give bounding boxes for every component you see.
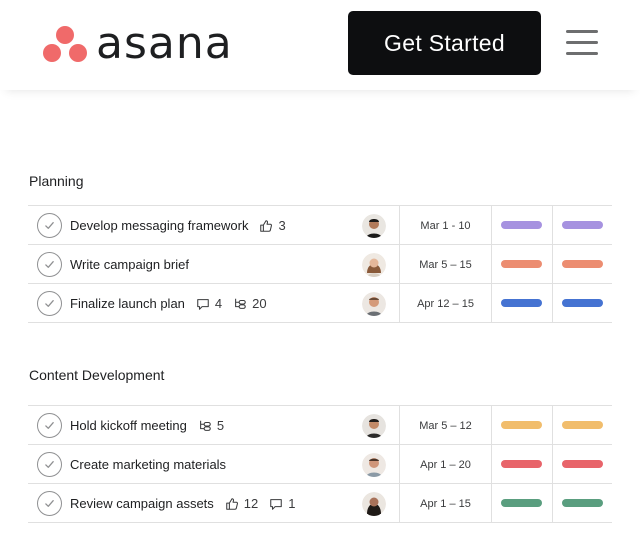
subtasks-count[interactable]: 20: [233, 296, 267, 311]
comment-icon: [197, 298, 209, 310]
check-circle-icon[interactable]: [37, 413, 62, 438]
task-row[interactable]: Finalize launch plan 4 20 Apr 12 – 15: [28, 284, 612, 323]
comments-count[interactable]: 4: [196, 296, 222, 311]
avatar[interactable]: [362, 253, 386, 277]
asana-logo[interactable]: asana: [42, 22, 233, 66]
section-title-planning: Planning: [29, 173, 84, 189]
task-name[interactable]: Write campaign brief: [70, 257, 189, 272]
task-row[interactable]: Write campaign brief Mar 5 – 15: [28, 245, 612, 284]
subtasks-count[interactable]: 5: [198, 418, 224, 433]
task-name[interactable]: Review campaign assets: [70, 496, 214, 511]
status-bar: [562, 499, 603, 507]
hamburger-menu-icon[interactable]: [566, 28, 598, 56]
subtask-icon: [199, 420, 211, 431]
logo-wordmark: asana: [96, 18, 233, 69]
asana-logo-icon: [42, 24, 88, 64]
status-bar: [562, 260, 603, 268]
status-bar: [562, 299, 603, 307]
avatar[interactable]: [362, 414, 386, 438]
comments-count[interactable]: 1: [269, 496, 296, 511]
task-name[interactable]: Develop messaging framework: [70, 218, 249, 233]
comment-icon: [270, 498, 283, 510]
site-header: asana Get Started: [0, 0, 640, 90]
task-table-planning: Develop messaging framework 3 Mar 1 - 10…: [28, 205, 612, 323]
task-name[interactable]: Create marketing materials: [70, 457, 227, 472]
check-circle-icon[interactable]: [37, 252, 62, 277]
date-range: Mar 5 – 12: [419, 419, 472, 432]
avatar[interactable]: [362, 292, 386, 316]
status-bar: [501, 499, 542, 507]
task-name[interactable]: Hold kickoff meeting: [70, 418, 187, 433]
task-row[interactable]: Review campaign assets 12 1 Apr 1 – 15: [28, 484, 612, 523]
task-row[interactable]: Develop messaging framework 3 Mar 1 - 10: [28, 206, 612, 245]
status-bar: [501, 221, 542, 229]
status-bar: [501, 460, 542, 468]
status-bar: [501, 260, 542, 268]
section-title-content-development: Content Development: [29, 367, 165, 383]
thumbs-up-icon: [226, 497, 238, 510]
date-range: Apr 1 – 15: [420, 497, 471, 510]
avatar[interactable]: [362, 453, 386, 477]
date-range: Mar 5 – 15: [419, 258, 472, 271]
get-started-button[interactable]: Get Started: [348, 11, 541, 75]
status-bar: [562, 460, 603, 468]
task-table-content-development: Hold kickoff meeting 5 Mar 5 – 12 Create…: [28, 405, 612, 523]
check-circle-icon[interactable]: [37, 291, 62, 316]
check-circle-icon[interactable]: [37, 213, 62, 238]
avatar[interactable]: [362, 214, 386, 238]
date-range: Mar 1 - 10: [420, 219, 471, 232]
date-range: Apr 1 – 20: [420, 458, 471, 471]
status-bar: [501, 421, 542, 429]
date-range: Apr 12 – 15: [417, 297, 474, 310]
avatar[interactable]: [362, 492, 386, 516]
task-row[interactable]: Create marketing materials Apr 1 – 20: [28, 445, 612, 484]
check-circle-icon[interactable]: [37, 491, 62, 516]
likes-count[interactable]: 3: [259, 218, 286, 233]
likes-count[interactable]: 12: [225, 496, 258, 511]
status-bar: [562, 221, 603, 229]
status-bar: [562, 421, 603, 429]
task-row[interactable]: Hold kickoff meeting 5 Mar 5 – 12: [28, 406, 612, 445]
check-circle-icon[interactable]: [37, 452, 62, 477]
task-name[interactable]: Finalize launch plan: [70, 296, 185, 311]
subtask-icon: [235, 298, 246, 309]
thumbs-up-icon: [260, 219, 273, 232]
status-bar: [501, 299, 542, 307]
